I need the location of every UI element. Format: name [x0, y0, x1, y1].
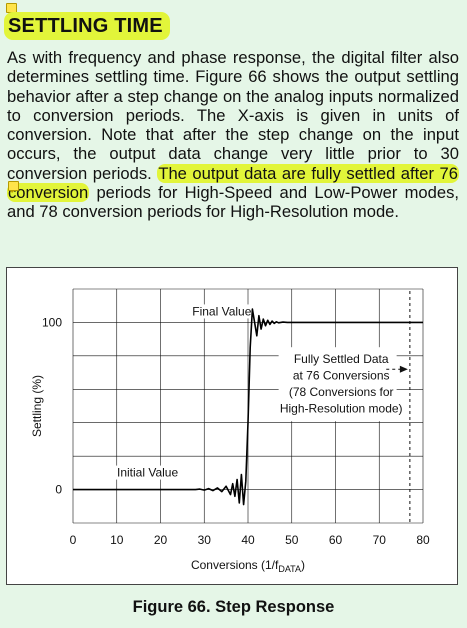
- x-tick-label: 50: [285, 533, 299, 547]
- x-tick-label: 20: [154, 533, 168, 547]
- settled-annotation-line: at 76 Conversions: [293, 369, 390, 383]
- y-tick-label: 0: [55, 483, 62, 497]
- figure-step-response: 0 10 20 30 40 50 60 70 80 0 100 Final Value Initial …: [6, 267, 458, 585]
- settled-arrow-head: [399, 365, 408, 373]
- x-tick-label: 70: [373, 533, 387, 547]
- x-tick-label: 60: [329, 533, 343, 547]
- comment-note-icon-2[interactable]: [8, 181, 19, 193]
- final-value-label: Final Value: [192, 304, 251, 318]
- settled-annotation-line: (78 Conversions for: [289, 385, 394, 399]
- step-response-chart: 0 10 20 30 40 50 60 70 80 0 100 Final Value Initial …: [30, 288, 430, 574]
- body-paragraph: As with frequency and phase response, th…: [7, 48, 459, 222]
- initial-label-bg: [114, 465, 185, 480]
- final-label-bg: [188, 304, 263, 319]
- x-tick-label: 30: [198, 533, 212, 547]
- x-tick-label: 0: [70, 533, 77, 547]
- figure-caption: Figure 66. Step Response: [132, 598, 335, 616]
- x-axis-label: Conversions (1/fDATA): [191, 558, 305, 574]
- x-tick-label: 10: [110, 533, 124, 547]
- section-heading: SETTLING TIME: [4, 12, 170, 40]
- paragraph-text-end: periods for High-Speed and Low-Power mod…: [7, 183, 459, 222]
- x-tick-label: 40: [241, 533, 255, 547]
- initial-value-label: Initial Value: [117, 466, 178, 480]
- settled-label-bg: [278, 347, 397, 422]
- settled-annotation-line: High-Resolution mode): [280, 402, 403, 416]
- step-response-trace: [73, 308, 423, 506]
- y-axis-label: Settling (%): [30, 375, 44, 437]
- settled-annotation-line: Fully Settled Data: [294, 352, 389, 366]
- paragraph-text: As with frequency and phase response, th…: [7, 48, 459, 183]
- x-tick-label: 80: [416, 533, 430, 547]
- y-tick-label: 100: [42, 315, 62, 329]
